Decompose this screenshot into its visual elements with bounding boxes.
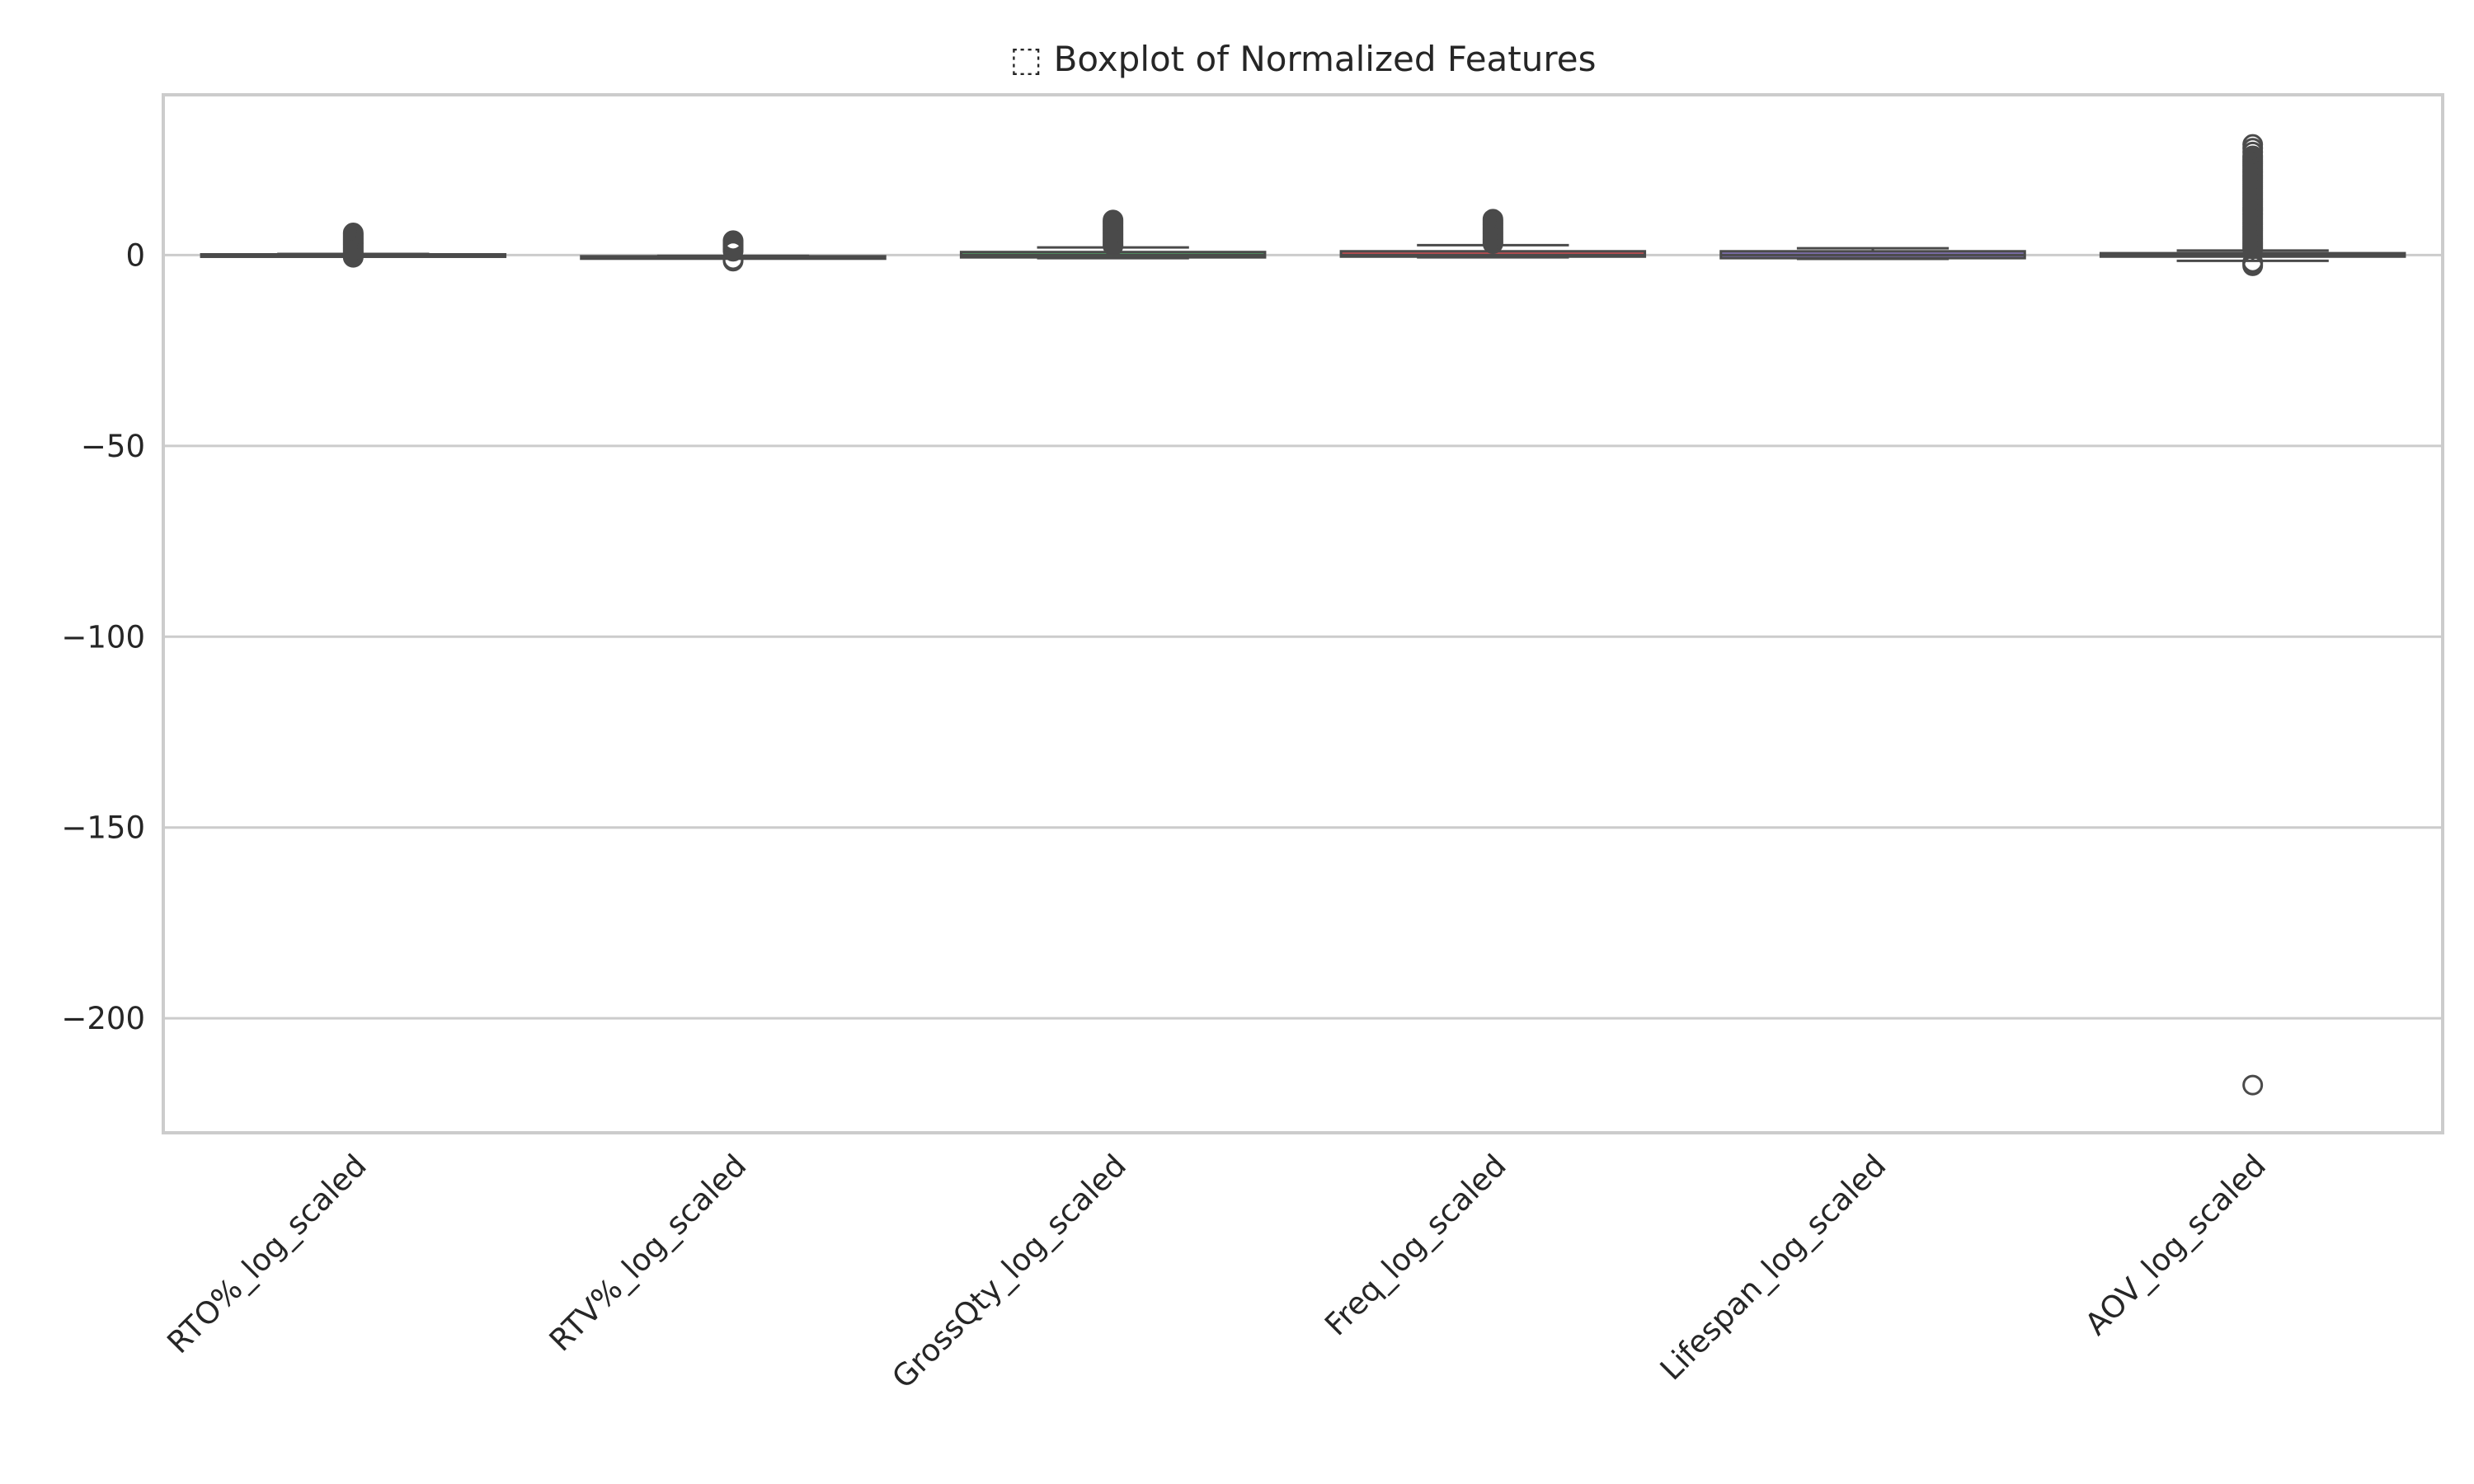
x-tick-label: GrossQty_log_scaled xyxy=(885,1148,1133,1396)
y-tick-labels: 0 −50 −100 −150 −200 xyxy=(61,237,145,1036)
y-tick-label: −100 xyxy=(61,619,145,655)
outlier-point xyxy=(722,230,744,251)
box-GrossQty_log_scaled xyxy=(959,209,1267,260)
y-tick-label: −150 xyxy=(61,810,145,846)
plot-frame xyxy=(162,93,2444,1134)
x-tick-label: Freq_log_scaled xyxy=(1318,1148,1513,1343)
y-tick-label: −50 xyxy=(81,429,145,464)
y-tick-label: 0 xyxy=(125,237,145,273)
box-RTO%_log_scaled xyxy=(200,223,507,268)
outlier-point xyxy=(2242,134,2264,155)
y-gridlines xyxy=(163,253,2443,1020)
x-tick-label: RTO%_log_scaled xyxy=(161,1148,374,1360)
box-Lifespan_log_scaled xyxy=(1719,247,2026,261)
box-plots xyxy=(200,134,2406,1096)
x-tick-label: Lifespan_log_scaled xyxy=(1653,1148,1893,1387)
chart-title: ⬚ Boxplot of Normalized Features xyxy=(1010,39,1597,79)
outlier-point xyxy=(1103,209,1124,231)
box-Freq_log_scaled xyxy=(1339,209,1647,259)
x-tick-labels: RTO%_log_scaled RTV%_log_scaled GrossQty_l… xyxy=(161,1148,2274,1396)
x-tick-label: RTV%_log_scaled xyxy=(543,1148,753,1358)
y-tick-label: −200 xyxy=(61,1001,145,1036)
outlier-point xyxy=(342,223,364,244)
outlier-point xyxy=(2242,1074,2264,1096)
box-AOV_log_scaled xyxy=(2099,134,2406,1096)
box-RTV%_log_scaled xyxy=(580,230,887,272)
x-tick-label: AOV_log_scaled xyxy=(2078,1148,2273,1342)
outlier-point xyxy=(1482,209,1503,230)
